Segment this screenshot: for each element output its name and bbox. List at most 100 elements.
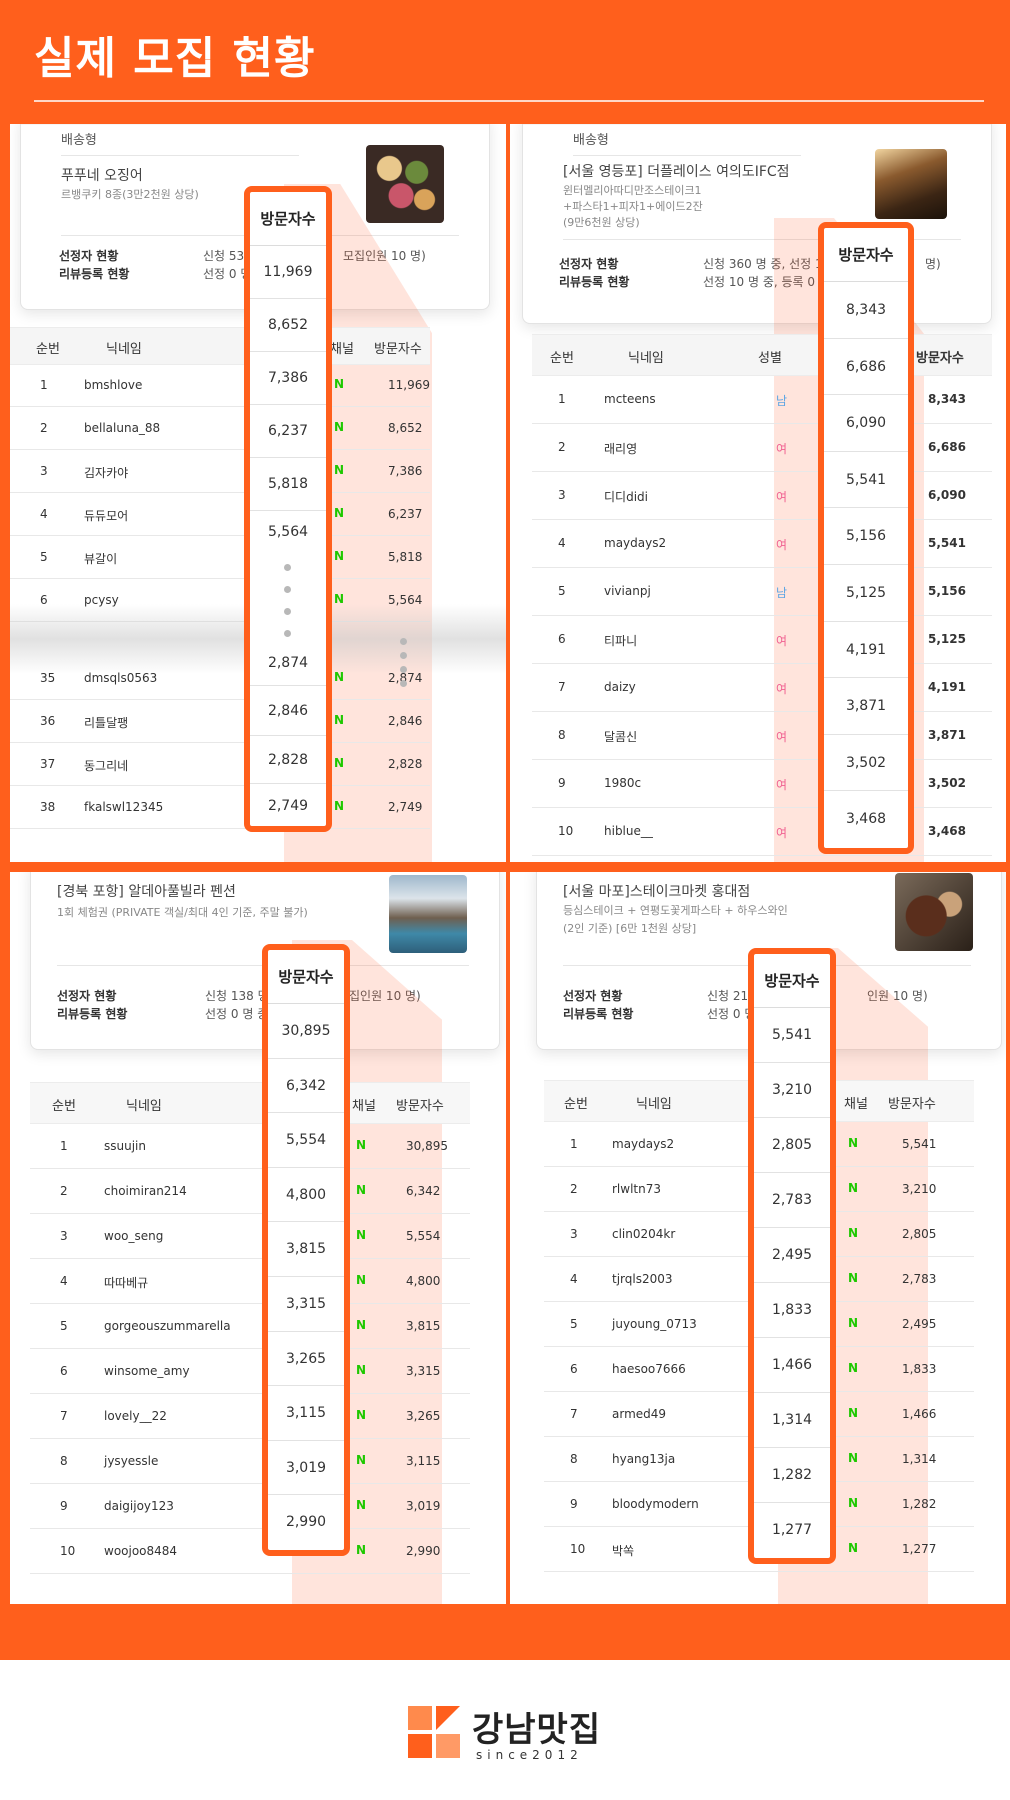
row-nickname[interactable]: 디디didi bbox=[604, 490, 648, 504]
card-subtitle: 윈터멜리아따디만조스테이크1 bbox=[563, 184, 702, 197]
row-nickname[interactable]: vivianpj bbox=[604, 584, 651, 598]
row-nickname[interactable]: tjrqls2003 bbox=[612, 1272, 673, 1286]
table-row[interactable]: 1 mcteens 남 8,343 bbox=[532, 376, 992, 424]
row-nickname[interactable]: 따따베규 bbox=[104, 1276, 149, 1290]
row-nickname[interactable]: 래리영 bbox=[604, 442, 638, 456]
row-nickname[interactable]: 듀듀모어 bbox=[84, 509, 129, 523]
naver-icon: N bbox=[334, 420, 345, 434]
table-row[interactable]: 3 디디didi 여 6,090 bbox=[532, 472, 992, 520]
table-row[interactable]: 2 bellaluna_88 N 8,652 bbox=[10, 407, 430, 450]
card-title[interactable]: [경북 포항] 알데아풀빌라 펜션 bbox=[57, 884, 236, 900]
row-nickname[interactable]: rlwltn73 bbox=[612, 1182, 661, 1196]
card-subtitle: 등심스테이크 + 연평도꽃게파스타 + 하우스와인 bbox=[563, 904, 788, 917]
row-visitors: 5,554 bbox=[406, 1229, 441, 1243]
row-nickname[interactable]: woojoo8484 bbox=[104, 1544, 178, 1558]
row-nickname[interactable]: 동그리네 bbox=[84, 759, 129, 773]
brand-since: since2012 bbox=[476, 1748, 583, 1762]
table-row[interactable]: 1 ssuujin N 30,895 bbox=[30, 1124, 470, 1169]
row-nickname[interactable]: fkalswl12345 bbox=[84, 800, 164, 814]
product-image[interactable] bbox=[875, 149, 947, 219]
row-nickname[interactable]: clin0204kr bbox=[612, 1227, 676, 1241]
table-row[interactable]: 2 래리영 여 6,686 bbox=[532, 424, 992, 472]
col-visitors: 방문자수 bbox=[396, 1099, 444, 1114]
row-nickname[interactable]: dmsqls0563 bbox=[84, 671, 158, 685]
naver-icon: N bbox=[848, 1316, 859, 1330]
row-nickname[interactable]: hyang13ja bbox=[612, 1452, 676, 1466]
row-nickname[interactable]: pcysy bbox=[84, 593, 119, 607]
card-title[interactable]: 푸푸네 오징어 bbox=[61, 168, 143, 184]
row-nickname[interactable]: daigijoy123 bbox=[104, 1499, 174, 1513]
table-row[interactable]: 35 dmsqls0563 N 2,874 bbox=[10, 657, 430, 700]
row-nickname[interactable]: hiblue__ bbox=[604, 824, 653, 838]
naver-icon: N bbox=[334, 670, 345, 684]
table-row[interactable]: 2 choimiran214 N 6,342 bbox=[30, 1169, 470, 1214]
card-title[interactable]: [서울 마포]스테이크마켓 홍대점 bbox=[563, 884, 751, 900]
row-nickname[interactable]: 1980c bbox=[604, 776, 642, 790]
table-row[interactable]: 8 jysyessle N 3,115 bbox=[30, 1439, 470, 1484]
table-row[interactable]: 9 daigijoy123 N 3,019 bbox=[30, 1484, 470, 1529]
table-row[interactable]: 5 vivianpj 남 5,156 bbox=[532, 568, 992, 616]
row-nickname[interactable]: 리틀달팽 bbox=[84, 716, 129, 730]
product-image[interactable] bbox=[389, 875, 467, 953]
row-nickname[interactable]: 김자카야 bbox=[84, 466, 129, 480]
row-nickname[interactable]: 티파니 bbox=[604, 634, 638, 648]
row-visitors: 3,210 bbox=[902, 1182, 937, 1196]
table-row[interactable]: 38fkalswl12345여32N2,749 bbox=[10, 786, 430, 829]
product-image[interactable] bbox=[366, 145, 444, 223]
row-nickname[interactable]: jysyessle bbox=[104, 1454, 159, 1468]
naver-icon: N bbox=[356, 1543, 367, 1557]
table-row[interactable]: 6 winsome_amy N 3,315 bbox=[30, 1349, 470, 1394]
product-image[interactable] bbox=[895, 873, 973, 951]
row-nickname[interactable]: maydays2 bbox=[604, 536, 667, 550]
row-nickname[interactable]: juyoung_0713 bbox=[612, 1317, 697, 1331]
row-nickname[interactable]: bellaluna_88 bbox=[84, 421, 161, 435]
table-row[interactable]: 8 달콤신 여 3,871 bbox=[532, 712, 992, 760]
row-nickname[interactable]: 박쏙 bbox=[612, 1544, 635, 1558]
table-row[interactable]: 9 1980c 여 3,502 bbox=[532, 760, 992, 808]
highlight-value: 6,342 bbox=[268, 1059, 344, 1114]
highlight-value: 1,282 bbox=[754, 1448, 830, 1503]
row-nickname[interactable]: ssuujin bbox=[104, 1139, 146, 1153]
row-nickname[interactable]: woo_seng bbox=[104, 1229, 164, 1243]
card-title[interactable]: [서울 영등포] 더플레이스 여의도IFC점 bbox=[563, 164, 790, 180]
table-row[interactable]: 8 hyang13ja N 1,314 bbox=[544, 1437, 974, 1482]
table-row[interactable]: 7 daizy 여 4,191 bbox=[532, 664, 992, 712]
table-row[interactable]: 7 lovely__22 N 3,265 bbox=[30, 1394, 470, 1439]
row-rank: 10 bbox=[60, 1544, 76, 1558]
table-row[interactable]: 1 bmshlove N 11,969 bbox=[10, 364, 430, 407]
row-rank: 9 bbox=[60, 1499, 68, 1513]
row-nickname[interactable]: gorgeouszummarella bbox=[104, 1319, 231, 1333]
table-row[interactable]: 3 김자카야 N 7,386 bbox=[10, 450, 430, 493]
table-row[interactable]: 3 woo_seng N 5,554 bbox=[30, 1214, 470, 1259]
table-row[interactable]: 4 듀듀모어 N 6,237 bbox=[10, 493, 430, 536]
table-row[interactable]: 36 리틀달팽 N 2,846 bbox=[10, 700, 430, 743]
table-row[interactable]: 4 따따베규 N 4,800 bbox=[30, 1259, 470, 1304]
table-row[interactable]: 10 hiblue__ 여 3,468 bbox=[532, 808, 992, 856]
row-nickname[interactable]: armed49 bbox=[612, 1407, 667, 1421]
table-row[interactable]: 10 woojoo8484 N 2,990 bbox=[30, 1529, 470, 1574]
row-nickname[interactable]: 뷰갈이 bbox=[84, 552, 118, 566]
table-row[interactable]: 4 maydays2 여 5,541 bbox=[532, 520, 992, 568]
table-row[interactable]: 5 gorgeouszummarella N 3,815 bbox=[30, 1304, 470, 1349]
table-row[interactable]: 5 뷰갈이 N 5,818 bbox=[10, 536, 430, 579]
brand-name: 강남맛집 bbox=[472, 1710, 602, 1750]
row-nickname[interactable]: choimiran214 bbox=[104, 1184, 187, 1198]
row-nickname[interactable]: daizy bbox=[604, 680, 636, 694]
campaign-card[interactable]: 배송형 [서울 영등포] 더플레이스 여의도IFC점 윈터멜리아따디만조스테이크… bbox=[522, 124, 992, 324]
row-nickname[interactable]: winsome_amy bbox=[104, 1364, 190, 1378]
highlight-value: 3,815 bbox=[268, 1222, 344, 1277]
row-nickname[interactable]: bmshlove bbox=[84, 378, 143, 392]
row-nickname[interactable]: maydays2 bbox=[612, 1137, 675, 1151]
table-row[interactable]: 37 동그리네 N 2,828 bbox=[10, 743, 430, 786]
row-nickname[interactable]: bloodymodern bbox=[612, 1497, 699, 1511]
row-nickname[interactable]: haesoo7666 bbox=[612, 1362, 686, 1376]
selected-status-value: 신청 138 명 bbox=[205, 989, 269, 1003]
row-nickname[interactable]: lovely__22 bbox=[104, 1409, 167, 1423]
table-row[interactable]: 6 티파니 여 5,125 bbox=[532, 616, 992, 664]
row-nickname[interactable]: 달콤신 bbox=[604, 730, 638, 744]
row-nickname[interactable]: mcteens bbox=[604, 392, 656, 406]
row-visitors: 3,815 bbox=[406, 1319, 441, 1333]
row-gender: 여 bbox=[776, 778, 788, 792]
row-rank: 1 bbox=[570, 1137, 578, 1151]
